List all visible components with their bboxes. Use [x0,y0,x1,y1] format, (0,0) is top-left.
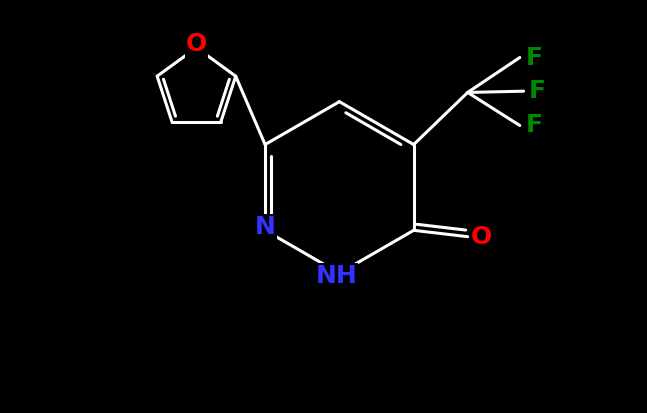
Text: O: O [471,225,492,249]
Text: F: F [525,45,542,69]
Text: F: F [525,114,542,138]
Text: F: F [529,79,546,103]
Text: N: N [255,215,276,239]
Text: NH: NH [315,264,357,288]
Text: O: O [186,33,207,57]
